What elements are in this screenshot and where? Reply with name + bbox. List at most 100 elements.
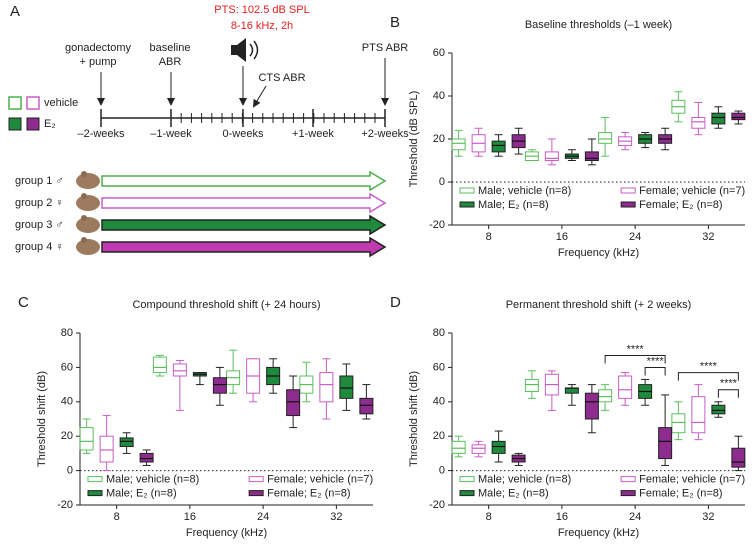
event-label: ABR <box>159 56 182 68</box>
group-arrow <box>101 236 387 258</box>
x-tick-label: 32 <box>702 231 714 243</box>
box <box>451 440 466 454</box>
legend-label: Male; E₂ (n=8) <box>478 488 549 500</box>
legend-swatch <box>8 117 22 131</box>
mouse-ear <box>81 193 87 199</box>
legend-label: Female; E₂ (n=8) <box>639 199 722 211</box>
y-tick-label: 40 <box>433 396 445 408</box>
box <box>451 138 466 151</box>
legend-label: Female; vehicle (n=7) <box>267 474 373 486</box>
significance-label: **** <box>627 343 645 355</box>
event-label: PTS ABR <box>362 42 409 54</box>
box <box>584 151 599 161</box>
x-axis-label: Frequency (kHz) <box>558 247 639 259</box>
legend-label: Female; vehicle (n=7) <box>639 474 745 486</box>
box <box>584 392 599 420</box>
x-tick-label: 24 <box>629 231 641 243</box>
mouse-icon <box>76 217 100 233</box>
significance-bracket <box>644 366 666 376</box>
legend-swatch <box>26 117 40 131</box>
legend-label: Male; E₂ (n=8) <box>478 199 549 211</box>
x-tick-label: 24 <box>257 511 269 523</box>
x-tick-label: 32 <box>330 511 342 523</box>
y-tick-label: -20 <box>429 219 445 231</box>
panel-letter: D <box>390 294 401 311</box>
group-arrow <box>101 170 387 192</box>
legend-swatch <box>459 201 475 208</box>
chart-title: Compound threshold shift (+ 24 hours) <box>132 299 320 311</box>
significance-label: **** <box>700 361 718 373</box>
timeline-label: +1-week <box>292 128 334 140</box>
group-arrow <box>101 214 387 236</box>
box <box>671 413 686 434</box>
panel-letter: A <box>10 3 20 20</box>
y-tick-label: 40 <box>61 396 73 408</box>
box <box>212 377 227 394</box>
groups: group 1 ♂ group 2 ♀ group 3 ♂ group 4 ♀ <box>15 170 387 258</box>
y-tick-label: 60 <box>61 361 73 373</box>
box <box>139 452 154 463</box>
box <box>731 447 746 468</box>
legend-swatch <box>87 476 103 483</box>
timeline-label: +2-weeks <box>361 128 409 140</box>
box <box>99 435 114 463</box>
mouse-ear <box>81 171 87 177</box>
legend-swatch <box>87 490 103 497</box>
mouse-icon <box>76 195 100 211</box>
legend-swatch <box>620 201 636 208</box>
panel-letter: B <box>390 14 400 31</box>
y-tick-label: 0 <box>439 465 445 477</box>
box <box>691 117 706 129</box>
mouse-ear <box>81 215 87 221</box>
y-tick-label: 40 <box>433 90 445 102</box>
box <box>319 372 334 403</box>
y-tick-label: 20 <box>433 133 445 145</box>
event-arrow <box>252 85 267 108</box>
mouse-icon <box>76 173 100 189</box>
legend-swatch <box>26 96 40 110</box>
y-tick-label: 80 <box>433 327 445 339</box>
y-tick-label: -20 <box>429 499 445 511</box>
box <box>339 375 354 399</box>
legend-label: Male; vehicle (n=8) <box>106 474 199 486</box>
legend-swatch <box>620 187 636 194</box>
box <box>691 396 706 434</box>
box <box>119 437 134 448</box>
panel-letter: C <box>18 294 29 311</box>
y-axis-label: Threshold (dB SPL) <box>408 91 420 188</box>
y-tick-label: 20 <box>61 430 73 442</box>
event-label: gonadectomy <box>65 42 132 54</box>
x-tick-label: 8 <box>114 511 120 523</box>
y-tick-label: -20 <box>57 499 73 511</box>
box <box>491 440 506 454</box>
legend-swatch <box>459 476 475 483</box>
mouse-icon <box>76 239 100 255</box>
legend-label: E₂ <box>44 118 56 130</box>
box <box>598 389 613 403</box>
x-tick-label: 16 <box>556 231 568 243</box>
x-tick-label: 16 <box>556 511 568 523</box>
box <box>524 378 539 392</box>
group-label: group 1 ♂ <box>15 175 64 187</box>
y-axis-label: Threshold shift (dB) <box>36 371 48 467</box>
x-tick-label: 32 <box>702 511 714 523</box>
mouse-ear <box>81 237 87 243</box>
box <box>564 387 579 394</box>
legend-swatch <box>620 476 636 483</box>
box <box>79 427 94 451</box>
event-label: CTS ABR <box>258 72 305 84</box>
x-axis-label: Frequency (kHz) <box>558 527 639 539</box>
timeline <box>100 109 386 127</box>
event-label: baseline <box>150 42 191 54</box>
legend-label: Male; vehicle (n=8) <box>478 474 571 486</box>
speaker-icon <box>231 38 259 62</box>
chart-title: Permanent threshold shift (+ 2 weeks) <box>506 299 692 311</box>
box <box>471 444 486 454</box>
box <box>544 151 559 161</box>
y-tick-label: 60 <box>433 361 445 373</box>
box <box>491 140 506 153</box>
legend-swatch <box>248 476 264 483</box>
event-label: + pump <box>80 56 117 68</box>
box <box>711 112 726 125</box>
